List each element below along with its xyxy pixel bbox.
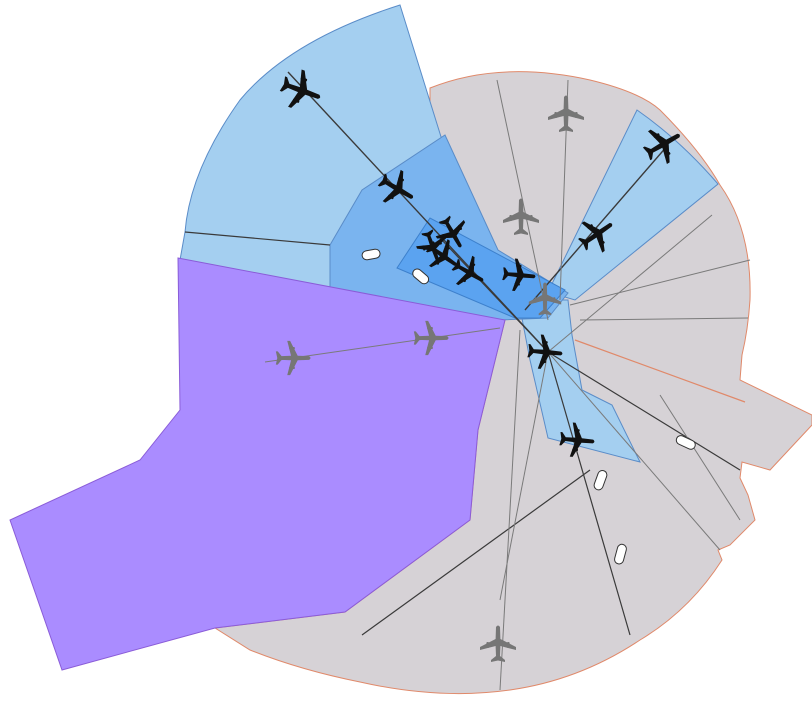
- gray-line-se-1: [547, 351, 721, 551]
- route-line-west-boundary: [184, 231, 331, 246]
- holding-oval-3: [675, 435, 696, 450]
- route-line-runway-axis: [439, 237, 549, 353]
- gray-line-south: [499, 329, 521, 691]
- gray-line-fan-1: [499, 351, 549, 601]
- gray-line-east-1: [569, 259, 751, 306]
- purple-sector-area: [9, 257, 506, 671]
- orange-boundary-east: [574, 339, 746, 403]
- holding-patterns: [361, 248, 696, 565]
- holding-oval-5: [614, 543, 627, 565]
- holding-oval-4: [593, 470, 608, 491]
- route-line-southeast: [547, 351, 741, 471]
- gray-line-east-2: [579, 317, 749, 321]
- purple-sector: [9, 257, 506, 671]
- holding-oval-2: [412, 268, 430, 285]
- north-east-sector: [547, 109, 719, 301]
- route-line-ne: [524, 144, 669, 311]
- gray-line-se-2: [659, 394, 741, 521]
- route-line-nw: [287, 71, 549, 353]
- holding-oval-1: [361, 248, 381, 261]
- route-line-southwest: [361, 469, 591, 636]
- route-line-south: [547, 351, 631, 636]
- gray-line-fan-2: [547, 214, 713, 353]
